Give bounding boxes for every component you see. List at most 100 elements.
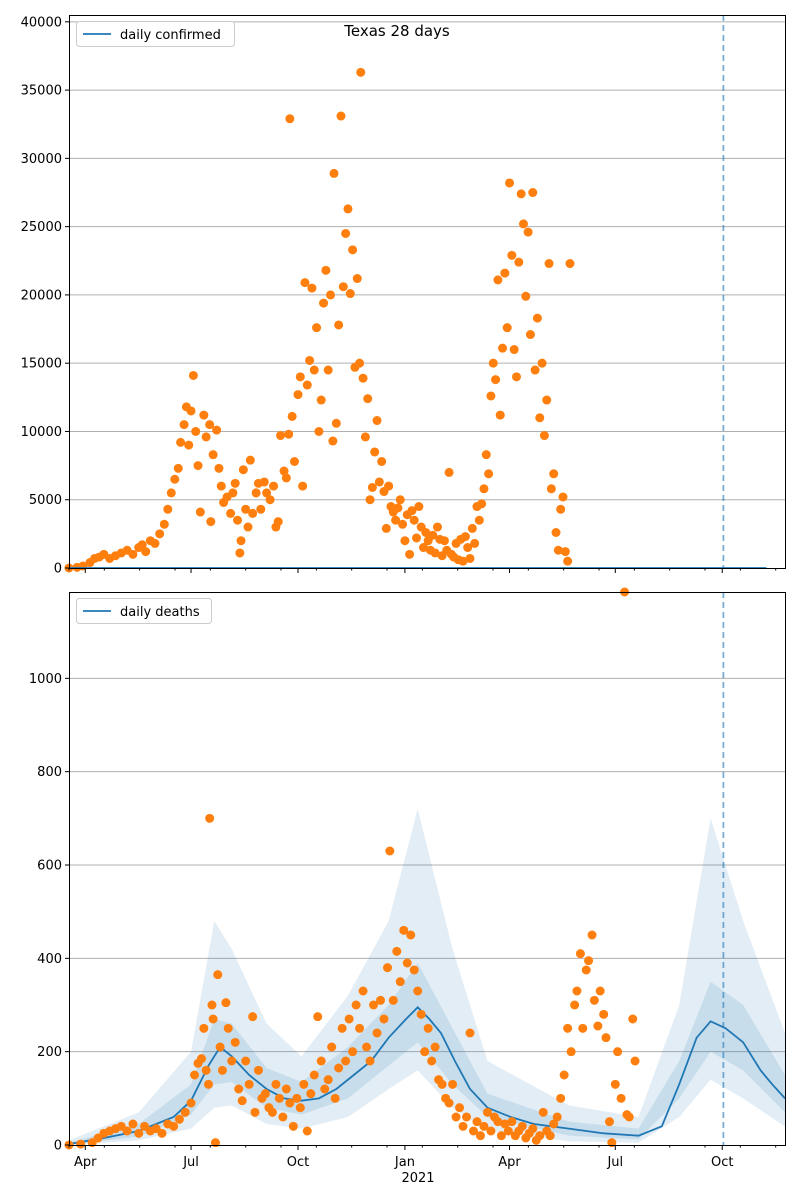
data-point xyxy=(406,930,416,940)
data-point xyxy=(481,450,491,460)
data-point xyxy=(251,488,261,498)
data-point xyxy=(316,395,326,405)
data-point xyxy=(558,492,568,502)
data-point xyxy=(479,484,489,494)
data-point xyxy=(150,538,160,548)
data-point xyxy=(477,499,487,509)
data-point xyxy=(559,1070,569,1080)
data-point xyxy=(398,519,408,529)
data-point xyxy=(319,298,329,308)
data-point xyxy=(427,1056,437,1066)
data-point xyxy=(392,946,402,956)
data-point xyxy=(262,488,272,498)
y-tick-label: 0 xyxy=(54,1139,62,1154)
data-point xyxy=(628,1014,638,1024)
data-point xyxy=(545,1131,555,1141)
data-point xyxy=(486,391,496,401)
data-point xyxy=(460,532,470,542)
data-point xyxy=(405,549,415,559)
data-point xyxy=(134,1128,144,1138)
data-point xyxy=(285,1098,295,1108)
data-point xyxy=(122,1126,132,1136)
data-point xyxy=(309,365,319,375)
y-tick-label: 1000 xyxy=(29,672,62,687)
data-point xyxy=(495,410,505,420)
data-point xyxy=(313,1012,323,1022)
data-point xyxy=(305,355,315,365)
data-point xyxy=(518,219,528,229)
data-point xyxy=(535,413,545,423)
data-point xyxy=(467,523,477,533)
data-point xyxy=(348,1047,358,1057)
data-point xyxy=(546,484,556,494)
data-point xyxy=(238,465,248,475)
data-point xyxy=(199,410,209,420)
data-point xyxy=(338,282,348,292)
data-point xyxy=(284,429,294,439)
data-point xyxy=(274,1093,284,1103)
bottom-gridlines xyxy=(69,677,785,1053)
data-point xyxy=(186,406,196,416)
data-point xyxy=(176,437,186,447)
data-point xyxy=(409,965,419,975)
data-point xyxy=(482,1107,492,1117)
data-point xyxy=(245,455,255,465)
data-point xyxy=(205,420,215,430)
data-point xyxy=(393,503,403,513)
data-point xyxy=(491,375,501,385)
data-point xyxy=(186,1098,196,1108)
data-point xyxy=(207,1000,217,1010)
data-point xyxy=(500,268,510,278)
data-point xyxy=(421,527,431,537)
data-point xyxy=(587,930,597,940)
data-point xyxy=(451,1112,461,1122)
data-point xyxy=(248,1012,258,1022)
data-point xyxy=(352,274,362,284)
data-point xyxy=(265,495,275,505)
bottom-legend-box xyxy=(76,598,212,624)
data-point xyxy=(309,1070,319,1080)
data-point xyxy=(203,1079,213,1089)
data-point xyxy=(295,372,305,382)
data-point xyxy=(358,373,368,383)
data-point xyxy=(191,426,201,436)
data-point xyxy=(337,1023,347,1033)
data-point xyxy=(395,495,405,505)
data-point xyxy=(137,540,147,550)
data-point xyxy=(206,517,216,527)
data-point xyxy=(439,536,449,546)
data-point xyxy=(507,250,517,260)
data-point xyxy=(542,395,552,405)
data-point xyxy=(215,1042,225,1052)
data-point xyxy=(507,1117,517,1127)
data-point xyxy=(475,1131,485,1141)
data-point xyxy=(381,523,391,533)
x-tick-label: Apr xyxy=(498,1155,521,1170)
data-point xyxy=(358,986,368,996)
x-tick-label: Jul xyxy=(606,1155,623,1170)
data-point xyxy=(292,1093,302,1103)
data-point xyxy=(607,1138,617,1148)
bottom-confidence-bands xyxy=(69,809,785,1145)
data-point xyxy=(76,1139,86,1149)
data-point xyxy=(351,1000,361,1010)
data-point xyxy=(327,1042,337,1052)
data-point xyxy=(289,456,299,466)
data-point xyxy=(584,956,594,966)
data-point xyxy=(566,1047,576,1057)
data-point xyxy=(199,1023,209,1033)
data-point xyxy=(372,1028,382,1038)
data-point xyxy=(462,1112,472,1122)
data-point xyxy=(486,1126,496,1136)
data-point xyxy=(420,1047,430,1057)
bottom-axes-frame xyxy=(69,592,786,1146)
data-point xyxy=(502,323,512,333)
x-tick-label: Apr xyxy=(74,1155,97,1170)
data-point xyxy=(458,1121,468,1131)
data-point xyxy=(253,1065,263,1075)
data-point xyxy=(259,477,269,487)
data-point xyxy=(334,1063,344,1073)
data-point xyxy=(166,488,176,498)
data-point xyxy=(528,188,538,198)
